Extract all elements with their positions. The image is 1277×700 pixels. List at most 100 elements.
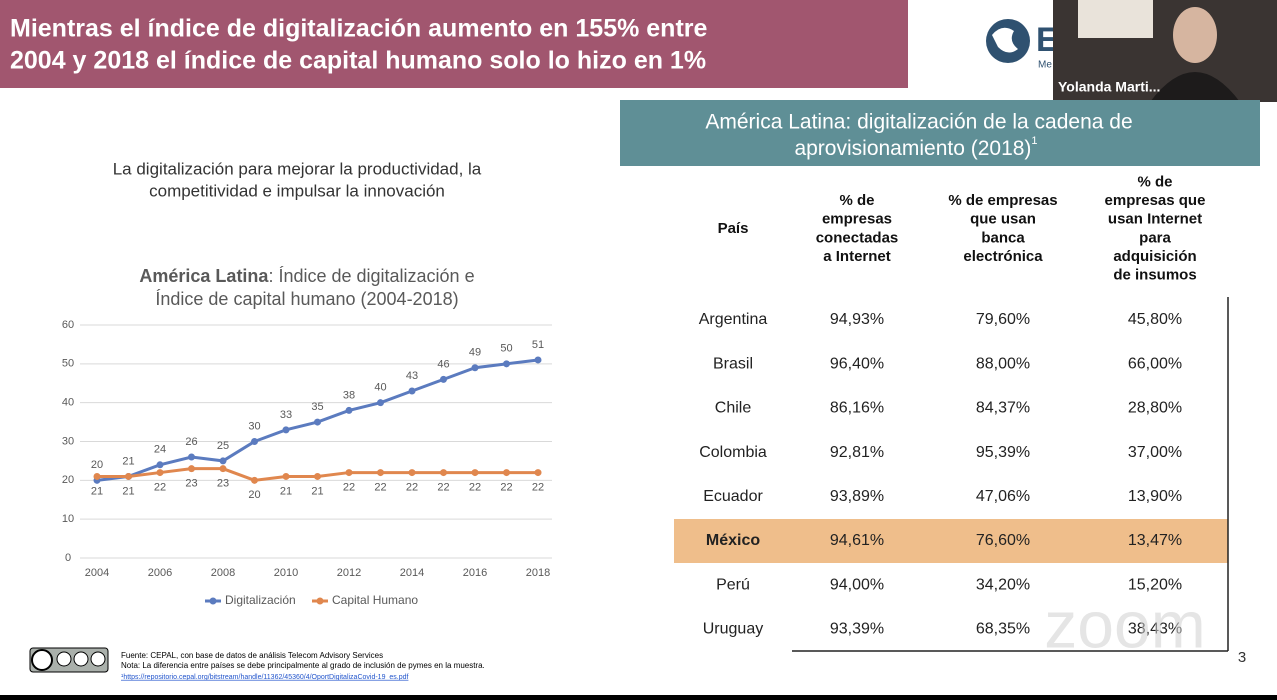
data-label: 22 [437, 481, 449, 493]
table-header: % de empresas [948, 192, 1057, 209]
table-header: conectadas [816, 229, 899, 246]
point [377, 399, 384, 407]
table-cell: Brasil [713, 355, 753, 372]
point [408, 387, 416, 395]
title-bar [0, 0, 908, 88]
data-label: 21 [280, 485, 292, 497]
table-cell: Chile [715, 400, 752, 417]
table-header: adquisición [1113, 248, 1196, 265]
x-tick-label: 2016 [463, 567, 487, 579]
data-label: 25 [217, 440, 229, 452]
table-title: aprovisionamiento (2018)1 [794, 135, 1037, 160]
x-tick-label: 2008 [211, 567, 235, 579]
data-label: 22 [374, 481, 386, 493]
data-label: 22 [343, 481, 355, 493]
table-header: de insumos [1113, 266, 1196, 283]
video-poster [1078, 0, 1153, 38]
point [251, 438, 258, 445]
table-header: % de [1137, 173, 1172, 190]
logo-shape [992, 27, 1018, 53]
table-header: electrónica [963, 248, 1043, 265]
x-tick-label: 2012 [337, 567, 361, 579]
video-body [1150, 72, 1240, 102]
data-label: 30 [248, 420, 260, 432]
x-tick-label: 2010 [274, 567, 298, 579]
data-label: 22 [500, 481, 512, 493]
bottom-bar [0, 695, 1277, 700]
table-cell: 86,16% [830, 400, 884, 417]
point [125, 472, 132, 480]
table-header: para [1139, 229, 1171, 246]
row-highlight [674, 519, 1228, 563]
data-label: 24 [154, 444, 166, 456]
data-label: 40 [374, 382, 386, 394]
point [503, 469, 510, 477]
footnote: Fuente: CEPAL, con base de datos de anál… [121, 651, 383, 660]
data-label: 21 [122, 455, 134, 467]
point [534, 356, 542, 364]
data-label: 35 [311, 401, 323, 413]
data-label: 22 [154, 481, 166, 493]
license-circle [31, 649, 53, 671]
x-tick-label: 2004 [85, 567, 109, 579]
point [251, 476, 258, 484]
license-circle [56, 651, 72, 667]
table-cell: 88,00% [976, 355, 1030, 372]
chart-title-rest: : Índice de digitalización e [268, 266, 474, 286]
intro-text: competitividad e impulsar la innovación [149, 181, 445, 200]
table-header: a Internet [823, 248, 891, 265]
x-tick-label: 2014 [400, 567, 424, 579]
license-icon [29, 647, 109, 673]
footnote: Nota: La diferencia entre países se debe… [121, 661, 485, 670]
table-cell: 84,37% [976, 400, 1030, 417]
legend-label: Capital Humano [332, 593, 418, 607]
slide-title: Mientras el índice de digitalización aum… [10, 15, 708, 43]
chart-title: Índice de capital humano (2004-2018) [155, 289, 458, 309]
data-label: 46 [437, 358, 449, 370]
data-label: 49 [469, 347, 481, 359]
data-label: 21 [311, 485, 323, 497]
table-cell: 93,89% [830, 488, 884, 505]
y-tick-label: 0 [65, 552, 71, 564]
point [282, 426, 290, 434]
point [188, 465, 195, 473]
point [219, 457, 227, 465]
point [156, 469, 164, 477]
point [345, 469, 353, 477]
data-label: 38 [343, 389, 355, 401]
table-cell: 45,80% [1128, 311, 1182, 328]
point [188, 453, 195, 461]
footnote-link[interactable]: ¹https://repositorio.cepal.org/bitstream… [121, 674, 408, 681]
table-cell: Perú [716, 576, 750, 593]
table-cell: 37,00% [1128, 444, 1182, 461]
point [345, 406, 353, 414]
license-circle [73, 651, 89, 667]
table-cell: México [706, 532, 760, 549]
point [471, 364, 479, 372]
data-label: 23 [217, 478, 229, 490]
table-cell: Colombia [699, 444, 767, 461]
table-header: empresas [822, 211, 892, 228]
data-label: 26 [185, 436, 197, 448]
table-cell: 34,20% [976, 576, 1030, 593]
intro-text: La digitalización para mejorar la produc… [113, 159, 482, 178]
table-header: País [718, 220, 749, 237]
point [377, 469, 384, 477]
table-cell: 93,39% [830, 621, 884, 638]
y-tick-label: 50 [62, 358, 74, 370]
table-cell: 28,80% [1128, 400, 1182, 417]
point [408, 469, 416, 477]
data-label: 51 [532, 339, 544, 351]
chart-title-bold: América Latina [139, 266, 269, 286]
table-cell: 95,39% [976, 444, 1030, 461]
table-cell: 13,47% [1128, 532, 1182, 549]
table-title: América Latina: digitalización de la cad… [705, 111, 1132, 134]
point [314, 418, 321, 426]
legend-marker [209, 597, 217, 605]
table-cell: 79,60% [976, 311, 1030, 328]
point [314, 472, 321, 480]
table-cell: 76,60% [976, 532, 1030, 549]
table-title-line: aprovisionamiento (2018) [794, 137, 1031, 160]
data-label: 20 [91, 459, 103, 471]
video-name[interactable]: Yolanda Marti... [1058, 79, 1160, 95]
